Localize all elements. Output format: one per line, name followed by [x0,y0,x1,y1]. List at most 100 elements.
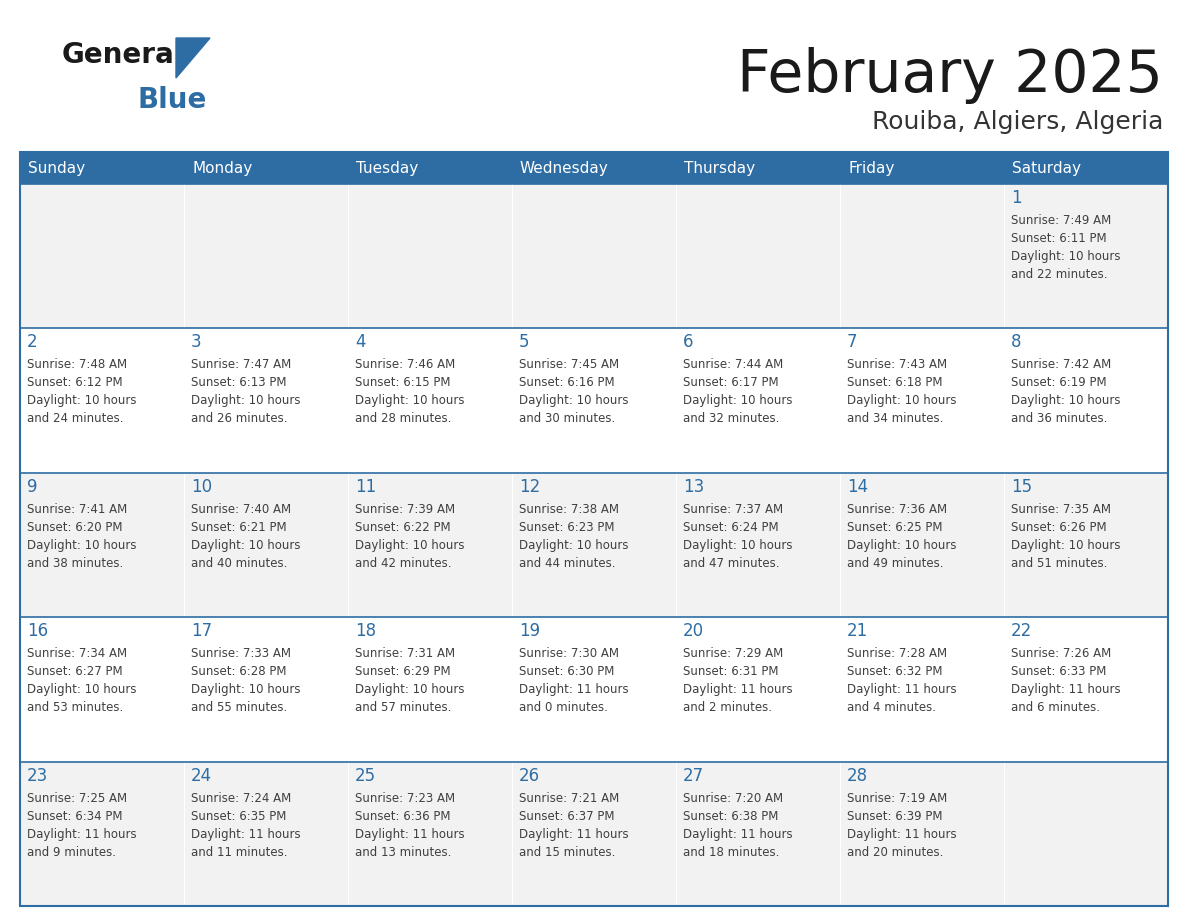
Text: February 2025: February 2025 [737,47,1163,104]
Bar [676,329,840,473]
Bar [840,473,1004,617]
Text: 11: 11 [355,477,377,496]
Bar [512,473,676,617]
Text: Sunrise: 7:38 AM
Sunset: 6:23 PM
Daylight: 10 hours
and 44 minutes.: Sunrise: 7:38 AM Sunset: 6:23 PM Dayligh… [519,503,628,570]
Text: Sunrise: 7:33 AM
Sunset: 6:28 PM
Daylight: 10 hours
and 55 minutes.: Sunrise: 7:33 AM Sunset: 6:28 PM Dayligh… [191,647,301,714]
Bar [840,762,1004,906]
Bar [512,152,676,184]
Text: 15: 15 [1011,477,1032,496]
Text: 2: 2 [27,333,38,352]
Text: Sunrise: 7:42 AM
Sunset: 6:19 PM
Daylight: 10 hours
and 36 minutes.: Sunrise: 7:42 AM Sunset: 6:19 PM Dayligh… [1011,358,1120,425]
Text: 18: 18 [355,622,377,640]
Bar [1004,329,1168,473]
Text: 19: 19 [519,622,541,640]
Text: Sunrise: 7:28 AM
Sunset: 6:32 PM
Daylight: 11 hours
and 4 minutes.: Sunrise: 7:28 AM Sunset: 6:32 PM Dayligh… [847,647,956,714]
Text: 4: 4 [355,333,366,352]
Text: Blue: Blue [137,86,207,114]
Bar [676,473,840,617]
Text: Monday: Monday [192,161,252,175]
Text: Sunrise: 7:41 AM
Sunset: 6:20 PM
Daylight: 10 hours
and 38 minutes.: Sunrise: 7:41 AM Sunset: 6:20 PM Dayligh… [27,503,137,570]
Text: Saturday: Saturday [1012,161,1081,175]
Text: 10: 10 [191,477,213,496]
Bar [676,152,840,184]
Text: Rouiba, Algiers, Algeria: Rouiba, Algiers, Algeria [872,110,1163,134]
Bar [840,184,1004,329]
Bar [1004,473,1168,617]
Text: 14: 14 [847,477,868,496]
Bar [20,184,184,329]
Bar [20,329,184,473]
Text: Sunday: Sunday [29,161,86,175]
Bar [184,762,348,906]
Text: Sunrise: 7:30 AM
Sunset: 6:30 PM
Daylight: 11 hours
and 0 minutes.: Sunrise: 7:30 AM Sunset: 6:30 PM Dayligh… [519,647,628,714]
Text: Sunrise: 7:25 AM
Sunset: 6:34 PM
Daylight: 11 hours
and 9 minutes.: Sunrise: 7:25 AM Sunset: 6:34 PM Dayligh… [27,791,137,858]
Text: Sunrise: 7:23 AM
Sunset: 6:36 PM
Daylight: 11 hours
and 13 minutes.: Sunrise: 7:23 AM Sunset: 6:36 PM Dayligh… [355,791,465,858]
Text: 28: 28 [847,767,868,785]
Bar [840,329,1004,473]
Bar [20,473,184,617]
Bar [512,184,676,329]
Text: Sunrise: 7:49 AM
Sunset: 6:11 PM
Daylight: 10 hours
and 22 minutes.: Sunrise: 7:49 AM Sunset: 6:11 PM Dayligh… [1011,214,1120,281]
Text: Sunrise: 7:44 AM
Sunset: 6:17 PM
Daylight: 10 hours
and 32 minutes.: Sunrise: 7:44 AM Sunset: 6:17 PM Dayligh… [683,358,792,425]
Text: 25: 25 [355,767,377,785]
Text: 20: 20 [683,622,704,640]
Bar [1004,617,1168,762]
Bar [184,184,348,329]
Text: 16: 16 [27,622,49,640]
Bar [184,473,348,617]
Text: 21: 21 [847,622,868,640]
Text: 9: 9 [27,477,38,496]
Text: Sunrise: 7:40 AM
Sunset: 6:21 PM
Daylight: 10 hours
and 40 minutes.: Sunrise: 7:40 AM Sunset: 6:21 PM Dayligh… [191,503,301,570]
Bar [184,617,348,762]
Text: Sunrise: 7:46 AM
Sunset: 6:15 PM
Daylight: 10 hours
and 28 minutes.: Sunrise: 7:46 AM Sunset: 6:15 PM Dayligh… [355,358,465,425]
Text: Sunrise: 7:19 AM
Sunset: 6:39 PM
Daylight: 11 hours
and 20 minutes.: Sunrise: 7:19 AM Sunset: 6:39 PM Dayligh… [847,791,956,858]
Bar [20,152,184,184]
Text: 23: 23 [27,767,49,785]
Bar [348,762,512,906]
Text: 3: 3 [191,333,202,352]
Text: Tuesday: Tuesday [356,161,418,175]
Bar [1004,152,1168,184]
Text: Sunrise: 7:39 AM
Sunset: 6:22 PM
Daylight: 10 hours
and 42 minutes.: Sunrise: 7:39 AM Sunset: 6:22 PM Dayligh… [355,503,465,570]
Text: 22: 22 [1011,622,1032,640]
Bar [512,762,676,906]
Bar [20,617,184,762]
Text: Sunrise: 7:29 AM
Sunset: 6:31 PM
Daylight: 11 hours
and 2 minutes.: Sunrise: 7:29 AM Sunset: 6:31 PM Dayligh… [683,647,792,714]
Text: Wednesday: Wednesday [520,161,608,175]
Text: Friday: Friday [848,161,895,175]
Bar [348,329,512,473]
Text: Sunrise: 7:21 AM
Sunset: 6:37 PM
Daylight: 11 hours
and 15 minutes.: Sunrise: 7:21 AM Sunset: 6:37 PM Dayligh… [519,791,628,858]
Text: Sunrise: 7:35 AM
Sunset: 6:26 PM
Daylight: 10 hours
and 51 minutes.: Sunrise: 7:35 AM Sunset: 6:26 PM Dayligh… [1011,503,1120,570]
Text: Sunrise: 7:47 AM
Sunset: 6:13 PM
Daylight: 10 hours
and 26 minutes.: Sunrise: 7:47 AM Sunset: 6:13 PM Dayligh… [191,358,301,425]
Bar [840,617,1004,762]
Bar [676,762,840,906]
Text: 6: 6 [683,333,694,352]
Bar [676,184,840,329]
Text: Sunrise: 7:48 AM
Sunset: 6:12 PM
Daylight: 10 hours
and 24 minutes.: Sunrise: 7:48 AM Sunset: 6:12 PM Dayligh… [27,358,137,425]
Bar [512,617,676,762]
Bar [184,329,348,473]
Text: 24: 24 [191,767,213,785]
Text: Sunrise: 7:31 AM
Sunset: 6:29 PM
Daylight: 10 hours
and 57 minutes.: Sunrise: 7:31 AM Sunset: 6:29 PM Dayligh… [355,647,465,714]
Bar [840,152,1004,184]
Text: 8: 8 [1011,333,1022,352]
Bar [184,152,348,184]
Text: Sunrise: 7:24 AM
Sunset: 6:35 PM
Daylight: 11 hours
and 11 minutes.: Sunrise: 7:24 AM Sunset: 6:35 PM Dayligh… [191,791,301,858]
Text: 13: 13 [683,477,704,496]
Bar [348,152,512,184]
Text: 7: 7 [847,333,858,352]
Text: 1: 1 [1011,189,1022,207]
Text: Sunrise: 7:43 AM
Sunset: 6:18 PM
Daylight: 10 hours
and 34 minutes.: Sunrise: 7:43 AM Sunset: 6:18 PM Dayligh… [847,358,956,425]
Bar [676,617,840,762]
Text: 12: 12 [519,477,541,496]
Bar [348,184,512,329]
Text: Thursday: Thursday [684,161,756,175]
Text: General: General [62,41,184,69]
Bar [1004,762,1168,906]
Bar [348,617,512,762]
Bar [20,762,184,906]
Bar [512,329,676,473]
Text: Sunrise: 7:36 AM
Sunset: 6:25 PM
Daylight: 10 hours
and 49 minutes.: Sunrise: 7:36 AM Sunset: 6:25 PM Dayligh… [847,503,956,570]
Polygon shape [176,38,210,78]
Text: Sunrise: 7:37 AM
Sunset: 6:24 PM
Daylight: 10 hours
and 47 minutes.: Sunrise: 7:37 AM Sunset: 6:24 PM Dayligh… [683,503,792,570]
